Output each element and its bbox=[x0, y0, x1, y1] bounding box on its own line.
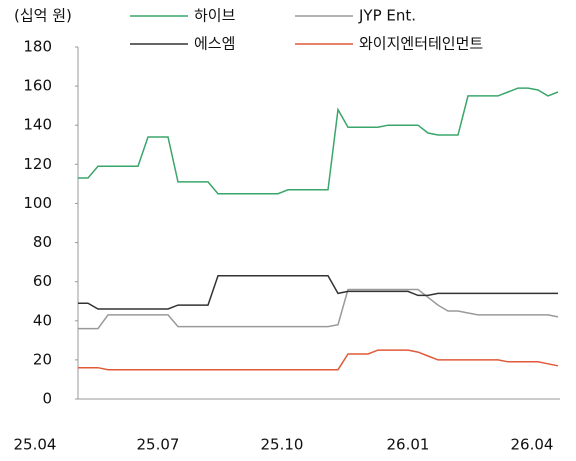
y-tick-label: 120 bbox=[23, 155, 52, 173]
y-tick-label: 60 bbox=[33, 272, 52, 290]
y-tick-label: 80 bbox=[33, 233, 52, 251]
series-line bbox=[78, 275, 558, 310]
y-unit: (십억 원) bbox=[14, 7, 72, 25]
legend-label: 와이지엔터테인먼트 bbox=[359, 35, 483, 53]
x-tick-label: 25.04 bbox=[14, 436, 57, 454]
y-tick-label: 140 bbox=[23, 116, 52, 134]
y-tick-label: 100 bbox=[23, 194, 52, 212]
y-tick-label: 180 bbox=[23, 38, 52, 56]
y-tick-label: 0 bbox=[42, 390, 52, 408]
series-line bbox=[78, 349, 559, 371]
y-tick-label: 20 bbox=[33, 350, 52, 368]
series-line bbox=[78, 87, 559, 195]
x-tick-label: 25.10 bbox=[261, 436, 304, 454]
y-tick-label: 40 bbox=[33, 311, 52, 329]
legend-label: 하이브 bbox=[194, 7, 236, 25]
legend-label: JYP Ent. bbox=[358, 7, 416, 25]
x-tick-label: 26.01 bbox=[387, 436, 430, 454]
x-tick-label: 25.07 bbox=[137, 436, 180, 454]
legend-label: 에스엠 bbox=[194, 35, 235, 53]
x-tick-label: 26.04 bbox=[511, 436, 554, 454]
series-line bbox=[78, 288, 559, 330]
y-tick-label: 160 bbox=[23, 77, 52, 95]
